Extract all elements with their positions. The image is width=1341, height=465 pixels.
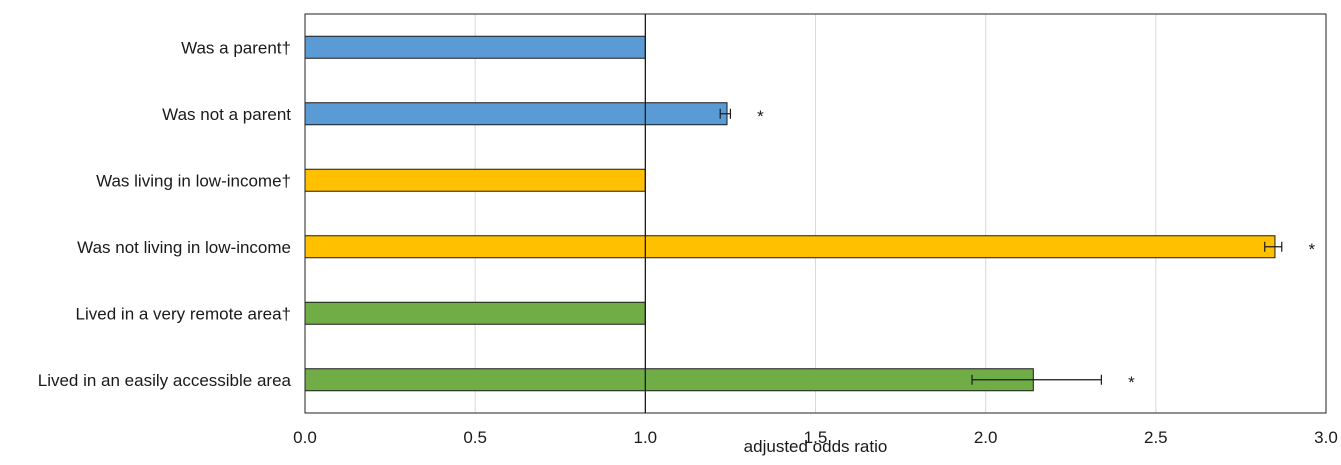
x-tick-label: 2.5 [1144, 428, 1168, 447]
x-tick-labels: 0.0 0.5 1.0 1.5 2.0 2.5 3.0 [293, 428, 1338, 447]
x-tick-label: 0.0 [293, 428, 317, 447]
significance-marker: * [1308, 240, 1315, 259]
x-axis-title: adjusted odds ratio [744, 437, 888, 456]
category-label: Was living in low-income† [96, 171, 291, 190]
gridlines [474, 14, 1157, 413]
category-label: Lived in a very remote area† [76, 304, 291, 323]
significance-marker: * [1128, 373, 1135, 392]
significance-markers: * * * [757, 107, 1315, 392]
error-bars [719, 108, 1283, 385]
bar [304, 35, 646, 59]
category-label: Lived in an easily accessible area [38, 371, 292, 390]
bars [304, 35, 1276, 392]
category-label: Was a parent† [181, 38, 291, 57]
category-labels: Was a parent† Was not a parent Was living … [38, 38, 292, 390]
x-tick-label: 3.0 [1314, 428, 1338, 447]
bar [304, 368, 1034, 392]
bar [304, 301, 646, 325]
bar [304, 168, 646, 192]
x-tick-label: 1.0 [634, 428, 658, 447]
bar [304, 102, 728, 126]
significance-marker: * [757, 107, 764, 126]
category-label: Was not living in low-income [77, 238, 291, 257]
x-tick-label: 2.0 [974, 428, 998, 447]
category-label: Was not a parent [162, 105, 291, 124]
x-tick-label: 1.5 [804, 428, 828, 447]
bar [304, 235, 1276, 259]
x-tick-label: 0.5 [463, 428, 487, 447]
plot-area-frame [304, 13, 1327, 414]
